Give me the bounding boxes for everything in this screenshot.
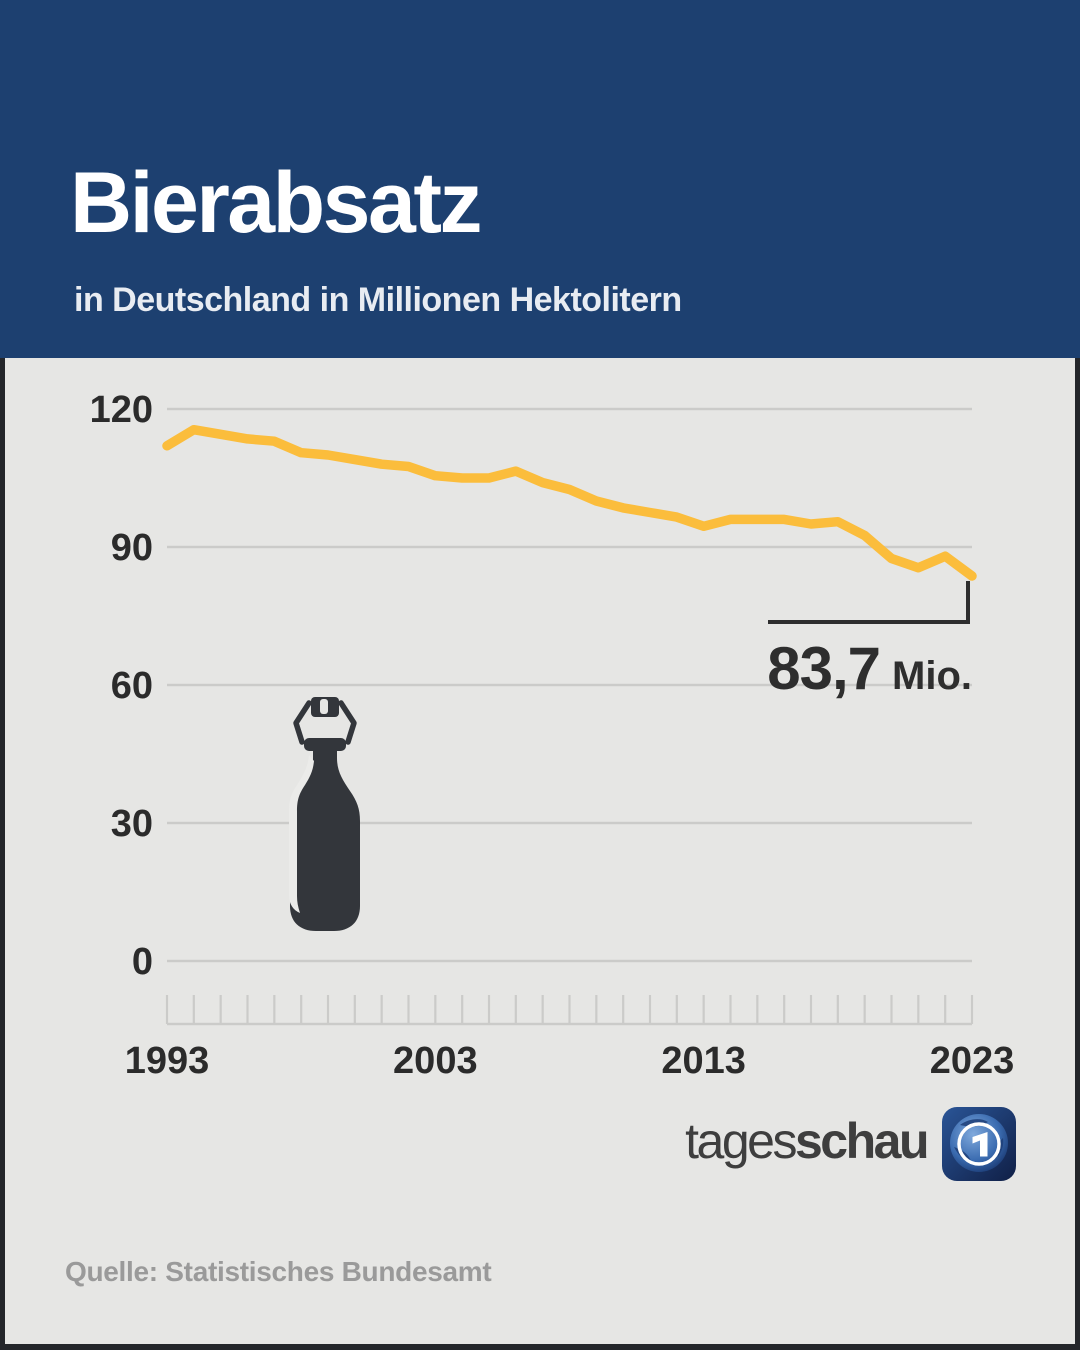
source-credit: Quelle: Statistisches Bundesamt	[65, 1256, 492, 1287]
ard-ring	[957, 1122, 1001, 1166]
header-banner: Bierabsatz in Deutschland in Millionen H…	[0, 0, 1080, 358]
y-tick-label: 120	[90, 389, 153, 431]
y-tick-label: 90	[111, 527, 153, 569]
page-subtitle: in Deutschland in Millionen Hektolitern	[74, 281, 682, 319]
bottle-highlight	[289, 755, 314, 913]
beer-bottle-icon	[289, 697, 360, 931]
x-tick-label: 1993	[125, 1040, 210, 1082]
annotation-label: 83,7 Mio.	[767, 635, 972, 702]
beer-sales-line-chart: 120 90 60 30 0 1993 2003 2013 2023 83,7 Mio.	[90, 389, 1015, 1082]
x-tick-label: 2003	[393, 1040, 478, 1082]
x-tick-label: 2013	[661, 1040, 746, 1082]
tagesschau-wordmark: tagesschau	[685, 1113, 930, 1172]
y-tick-label: 30	[111, 803, 153, 845]
x-axis-labels: 1993 2003 2013 2023	[125, 1040, 1015, 1082]
bottle-stopper-highlight	[320, 699, 328, 714]
x-tick-label: 2023	[930, 1040, 1015, 1082]
x-axis-tick-ruler	[165, 995, 974, 1026]
tagesschau-app-icon	[942, 1107, 1016, 1181]
wordmark-bold: schau	[794, 1113, 930, 1169]
wordmark-light: tages	[685, 1113, 797, 1169]
chart-panel: 120 90 60 30 0 1993 2003 2013 2023 83,7 Mio. tages…	[5, 358, 1075, 1344]
tagesschau-brand: tagesschau	[685, 1106, 1016, 1182]
annotation-connector	[768, 581, 970, 624]
y-tick-label: 0	[132, 941, 153, 983]
y-axis-labels: 120 90 60 30 0	[90, 389, 153, 983]
beer-sales-line	[162, 424, 977, 581]
y-tick-label: 60	[111, 665, 153, 707]
page-title: Bierabsatz	[70, 155, 482, 251]
ard-one-logo	[972, 1132, 988, 1157]
